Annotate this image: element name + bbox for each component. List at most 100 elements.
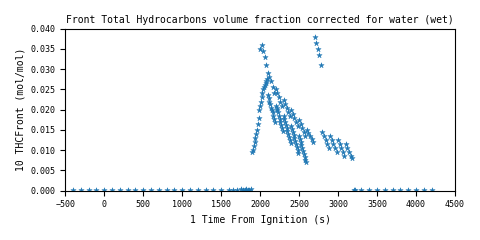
Point: [282, 123, 290, 126]
Point: [277, 123, 285, 126]
Point: [256, 47, 264, 51]
Point: [294, 124, 301, 128]
Point: [252, 136, 259, 140]
Point: [242, 187, 250, 191]
Point: [297, 122, 304, 126]
Point: [147, 188, 155, 192]
Point: [340, 154, 348, 158]
Point: [270, 117, 278, 120]
Point: [202, 188, 209, 192]
Point: [286, 138, 294, 142]
Point: [300, 130, 308, 134]
Point: [267, 79, 275, 83]
Point: [249, 148, 257, 152]
Point: [292, 142, 300, 146]
Point: [258, 43, 265, 47]
Point: [294, 148, 301, 152]
Point: [271, 120, 279, 124]
Point: [287, 141, 294, 145]
Point: [345, 150, 353, 154]
Point: [290, 133, 298, 137]
Point: [247, 187, 254, 191]
Point: [283, 126, 290, 130]
Point: [252, 132, 260, 136]
Point: [319, 130, 326, 134]
Y-axis label: 10 THCFront (mol/mol): 10 THCFront (mol/mol): [15, 48, 25, 171]
Point: [289, 130, 297, 134]
Point: [350, 188, 358, 192]
Point: [245, 188, 253, 192]
Point: [284, 132, 292, 136]
Point: [333, 150, 340, 154]
Point: [170, 188, 178, 192]
Point: [337, 146, 345, 150]
Point: [334, 138, 342, 142]
Point: [279, 129, 287, 133]
Point: [240, 188, 248, 192]
Point: [100, 188, 108, 192]
Point: [331, 146, 339, 150]
Point: [256, 104, 264, 108]
Point: [317, 63, 325, 67]
Point: [270, 91, 278, 95]
Point: [322, 138, 329, 142]
Point: [280, 117, 288, 120]
Point: [249, 150, 256, 154]
Point: [251, 140, 259, 144]
Point: [263, 79, 270, 83]
Point: [288, 108, 295, 112]
Point: [347, 154, 354, 158]
Point: [311, 35, 319, 39]
Point: [281, 120, 289, 124]
Point: [420, 188, 428, 192]
Point: [288, 124, 295, 128]
Point: [265, 100, 273, 103]
Point: [330, 142, 337, 146]
Point: [396, 188, 404, 192]
Point: [225, 188, 233, 192]
Point: [263, 63, 270, 67]
Point: [306, 134, 314, 138]
Point: [275, 114, 283, 118]
Point: [295, 118, 303, 122]
Point: [284, 110, 292, 114]
Point: [339, 150, 347, 154]
Point: [305, 131, 312, 135]
Point: [315, 53, 323, 57]
Point: [217, 188, 225, 192]
Point: [108, 188, 116, 192]
Point: [314, 47, 322, 51]
Point: [286, 114, 294, 118]
Point: [139, 188, 147, 192]
Title: Front Total Hydrocarbons volume fraction corrected for water (wet): Front Total Hydrocarbons volume fraction…: [66, 15, 454, 25]
Point: [342, 142, 350, 146]
Point: [276, 120, 284, 124]
Point: [280, 98, 288, 102]
Point: [281, 102, 289, 105]
Point: [301, 134, 309, 138]
Point: [291, 139, 299, 143]
Point: [301, 158, 309, 162]
Point: [308, 137, 315, 141]
Point: [186, 188, 194, 192]
Point: [295, 134, 303, 138]
Point: [278, 126, 286, 130]
Point: [297, 140, 304, 144]
Point: [233, 188, 240, 192]
Point: [210, 188, 217, 192]
Point: [276, 117, 284, 120]
Point: [250, 144, 258, 148]
Point: [258, 96, 265, 99]
Point: [272, 104, 279, 108]
Point: [269, 111, 276, 114]
Point: [381, 188, 389, 192]
Point: [259, 87, 267, 91]
Point: [273, 106, 280, 109]
Point: [93, 188, 100, 192]
Point: [275, 96, 283, 99]
Point: [265, 96, 273, 100]
Point: [336, 142, 344, 146]
Point: [255, 108, 263, 112]
Point: [326, 134, 334, 138]
Point: [303, 128, 311, 132]
